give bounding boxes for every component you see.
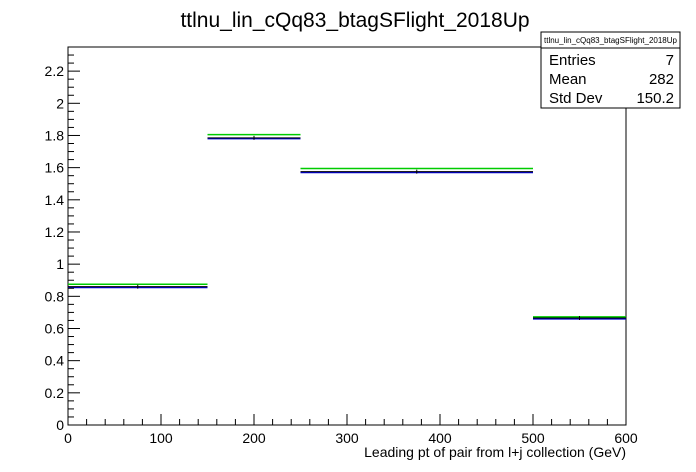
y-tick-label: 1.8 <box>45 127 65 143</box>
x-axis: 0 100 200 300 400 500 600 <box>64 414 638 446</box>
y-tick-label: 2 <box>56 95 64 111</box>
entries-label: Entries <box>549 52 596 69</box>
y-tick-label: 1.6 <box>45 160 65 176</box>
mean-label: Mean <box>549 71 587 88</box>
y-tick-label: 0.8 <box>45 288 65 304</box>
x-tick-label: 200 <box>242 430 266 446</box>
y-tick-label: 1.2 <box>45 224 65 240</box>
x-tick-label: 600 <box>614 430 638 446</box>
chart-title: ttlnu_lin_cQq83_btagSFlight_2018Up <box>180 9 529 32</box>
y-tick-label: 0.4 <box>45 353 65 369</box>
x-tick-label: 500 <box>521 430 545 446</box>
stats-box-title: ttlnu_lin_cQq83_btagSFlight_2018Up <box>544 36 678 45</box>
x-axis-label: Leading pt of pair from l+j collection (… <box>364 444 626 460</box>
y-tick-label: 0.2 <box>45 385 65 401</box>
y-axis: 0 0.2 0.4 0.6 0.8 1 1.2 1.4 1.6 1.8 2 2.2 <box>45 46 80 433</box>
y-tick-label: 1.4 <box>45 192 65 208</box>
stddev-value: 150.2 <box>636 90 674 107</box>
mean-value: 282 <box>649 71 674 88</box>
y-tick-label: 0 <box>56 417 64 433</box>
x-tick-label: 0 <box>64 430 72 446</box>
y-tick-label: 2.2 <box>45 63 65 79</box>
x-tick-label: 100 <box>149 430 173 446</box>
histogram-bins <box>68 133 626 321</box>
stats-box: ttlnu_lin_cQq83_btagSFlight_2018Up Entri… <box>540 31 681 109</box>
stddev-label: Std Dev <box>549 90 603 107</box>
x-tick-label: 400 <box>428 430 452 446</box>
entries-value: 7 <box>666 52 674 69</box>
stats-box-frame <box>540 31 681 109</box>
y-tick-label: 0.6 <box>45 320 65 336</box>
y-tick-label: 1 <box>56 256 64 272</box>
x-tick-label: 300 <box>335 430 359 446</box>
